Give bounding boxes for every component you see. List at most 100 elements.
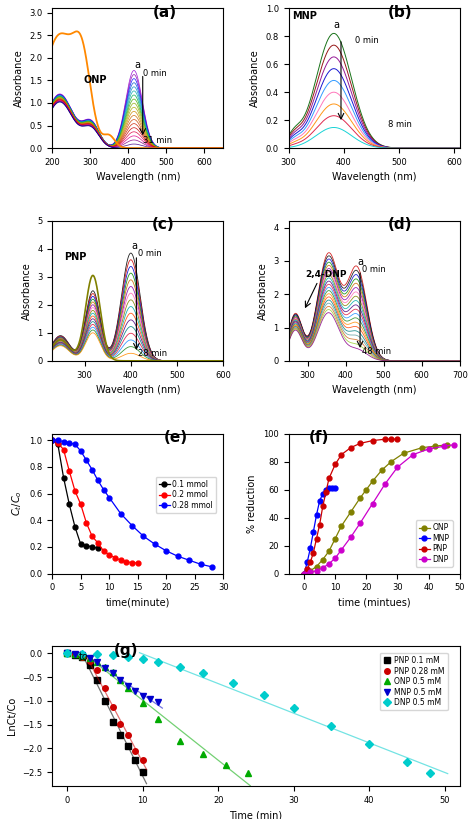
0.2 mmol <box>118 555 124 565</box>
X-axis label: time(minute): time(minute) <box>106 598 170 608</box>
DNP 0.5 mM <box>261 690 266 700</box>
0.28 mmol <box>66 438 72 448</box>
Text: a: a <box>358 257 364 267</box>
0.2 mmol <box>106 550 112 560</box>
0.2 mmol <box>83 518 89 527</box>
PNP <box>395 434 401 444</box>
Legend: 0.1 mmol, 0.2 mmol, 0.28 mmol: 0.1 mmol, 0.2 mmol, 0.28 mmol <box>155 477 216 513</box>
DNP 0.5 mM <box>230 678 236 688</box>
PNP 0.28 mM <box>102 683 108 693</box>
PNP 0.1 mM <box>102 696 108 706</box>
0.28 mmol <box>152 539 158 549</box>
0.28 mmol <box>61 437 66 446</box>
0.2 mmol <box>100 546 106 556</box>
MNP 0.5 mM <box>87 653 93 663</box>
ONP 0.5 mM <box>246 768 251 778</box>
DNP 0.5 mM <box>140 654 146 664</box>
ONP <box>357 493 363 503</box>
0.28 mmol <box>164 546 169 556</box>
MNP 0.5 mM <box>140 691 146 701</box>
DNP <box>338 545 344 554</box>
0.2 mmol <box>78 500 83 509</box>
Text: 0 min: 0 min <box>138 250 162 259</box>
0.1 mmol <box>66 500 72 509</box>
ONP 0.5 mM <box>178 736 183 746</box>
PNP <box>323 487 328 497</box>
0.28 mmol <box>89 464 95 474</box>
Text: 0 min: 0 min <box>144 69 167 78</box>
PNP <box>314 534 319 544</box>
Text: (b): (b) <box>388 5 412 20</box>
PNP 0.28 mM <box>64 649 70 658</box>
DNP <box>332 553 338 563</box>
0.1 mmol <box>83 541 89 550</box>
Text: 0 min: 0 min <box>355 36 379 45</box>
Text: ONP: ONP <box>84 75 107 84</box>
ONP 0.5 mM <box>95 657 100 667</box>
PNP 0.28 mM <box>80 652 85 662</box>
PNP <box>310 548 316 558</box>
0.28 mmol <box>72 439 78 449</box>
Text: PNP: PNP <box>64 252 86 262</box>
Text: a: a <box>131 241 137 251</box>
DNP 0.5 mM <box>366 739 372 749</box>
0.1 mmol <box>55 439 61 449</box>
Y-axis label: Absorbance: Absorbance <box>258 262 268 319</box>
PNP 0.1 mM <box>140 767 146 777</box>
ONP 0.5 mM <box>87 654 93 663</box>
X-axis label: Wavelength (nm): Wavelength (nm) <box>332 385 416 395</box>
Y-axis label: Absorbance: Absorbance <box>21 262 31 319</box>
PNP 0.1 mM <box>95 675 100 685</box>
Y-axis label: $C_t/C_o$: $C_t/C_o$ <box>10 491 24 517</box>
ONP 0.5 mM <box>80 651 85 661</box>
0.28 mmol <box>49 436 55 446</box>
MNP 0.5 mM <box>102 663 108 672</box>
MNP 0.5 mM <box>147 695 153 704</box>
MNP <box>323 485 328 495</box>
0.28 mmol <box>95 475 100 485</box>
Text: (e): (e) <box>164 430 188 445</box>
MNP 0.5 mM <box>155 697 161 707</box>
0.1 mmol <box>49 436 55 446</box>
Line: PNP 0.28 mM: PNP 0.28 mM <box>64 650 146 763</box>
DNP <box>320 563 326 572</box>
ONP <box>401 448 407 458</box>
MNP <box>314 510 319 520</box>
Legend: PNP 0.1 mM, PNP 0.28 mM, ONP 0.5 mM, MNP 0.5 mM, DNP 0.5 mM: PNP 0.1 mM, PNP 0.28 mM, ONP 0.5 mM, MNP… <box>380 653 448 710</box>
ONP 0.5 mM <box>201 749 206 759</box>
DNP <box>410 450 416 459</box>
MNP 0.5 mM <box>109 668 115 678</box>
0.2 mmol <box>95 538 100 548</box>
PNP 0.28 mM <box>95 665 100 675</box>
0.28 mmol <box>141 532 146 541</box>
PNP 0.28 mM <box>140 755 146 765</box>
0.28 mmol <box>106 493 112 503</box>
0.1 mmol <box>95 543 100 553</box>
ONP <box>388 457 394 467</box>
Text: (f): (f) <box>309 430 329 445</box>
PNP 0.28 mM <box>117 719 123 729</box>
Text: (c): (c) <box>152 217 175 233</box>
Text: 28 min: 28 min <box>138 349 167 358</box>
0.1 mmol <box>72 522 78 532</box>
0.28 mmol <box>83 455 89 465</box>
MNP 0.5 mM <box>95 657 100 667</box>
ONP <box>445 440 450 450</box>
0.1 mmol <box>89 542 95 552</box>
Line: ONP: ONP <box>301 442 450 576</box>
MNP 0.5 mM <box>72 649 78 658</box>
MNP <box>310 527 316 536</box>
DNP 0.5 mM <box>404 757 410 767</box>
PNP 0.28 mM <box>72 649 78 659</box>
DNP <box>441 441 447 451</box>
ONP <box>320 554 326 564</box>
ONP <box>314 562 319 572</box>
0.2 mmol <box>124 557 129 567</box>
ONP <box>432 441 438 451</box>
ONP 0.5 mM <box>102 662 108 672</box>
0.28 mmol <box>186 555 192 565</box>
X-axis label: Wavelength (nm): Wavelength (nm) <box>96 385 180 395</box>
0.28 mmol <box>55 436 61 446</box>
Line: DNP: DNP <box>301 442 456 576</box>
ONP <box>308 566 313 576</box>
